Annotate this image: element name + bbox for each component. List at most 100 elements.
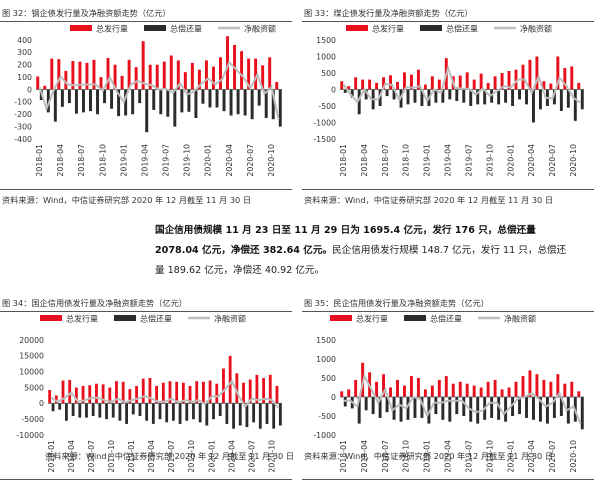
y-tick-label: -300 [14, 122, 32, 131]
bar-repay [125, 403, 128, 424]
x-tick-label: 2019-04 [444, 144, 453, 177]
bar-issue [81, 385, 85, 404]
y-tick-label: 500 [321, 69, 336, 78]
bar-issue [542, 81, 546, 90]
bar-repay [532, 89, 535, 123]
bar-issue [43, 85, 47, 90]
x-tick-label: 2020-07 [548, 440, 557, 473]
bar-issue [228, 355, 232, 404]
chart-steel-bond: 总发行量 总偿还量 净融资额 400 300 200 100 0 -100 -200 -300 -40… [14, 24, 282, 177]
bar-repay [559, 397, 563, 416]
x-tick-label: 2019-01 [119, 144, 128, 177]
bar-repay [364, 397, 368, 411]
bar-issue [120, 75, 124, 90]
legend-label: 总发行量 [66, 314, 98, 324]
bar-issue [54, 395, 58, 404]
x-tick-label: 2019-10 [485, 144, 494, 177]
x-tick-label: 2018-01 [339, 144, 348, 177]
bar-repay [103, 89, 107, 104]
bar-issue [268, 374, 272, 404]
x-tick-label: 2019-01 [423, 144, 432, 177]
summary-normal-text: 民企信用债发行规模 148.7 亿元，发行 11 只，总偿还量 189.62 亿… [155, 245, 567, 276]
bar-repay [462, 89, 466, 103]
y-tick-label: 0 [331, 393, 336, 402]
bar-repay [538, 89, 542, 110]
x-tick-label: 2018-07 [381, 440, 390, 473]
x-tick-label: 2020-10 [267, 144, 276, 177]
bar-repay [222, 89, 226, 112]
bar-repay [490, 89, 494, 103]
legend-item: 总偿还量 [144, 24, 202, 34]
bar-issue [141, 41, 145, 90]
bar-issue [242, 382, 245, 404]
bar-repay [46, 89, 50, 113]
y-tick-label: 15000 [19, 352, 44, 361]
bar-repay [118, 403, 122, 421]
bar-issue [514, 381, 518, 397]
bar-issue [368, 79, 372, 90]
bar-issue [188, 385, 192, 404]
bar-repay [78, 403, 82, 418]
legend-item: 总发行量 [346, 24, 404, 34]
bar-repay [469, 89, 473, 106]
x-tick-label: 2018-01 [339, 440, 348, 473]
figure-32: 图 32：钢企债发行量及净融资额走势（亿元） 总发行量 总偿还量 净融资额 400 30… [0, 0, 292, 210]
y-axis: 20000 15000 10000 5000 0 -5000 -10000 [16, 336, 44, 440]
bar-issue [275, 385, 279, 404]
x-axis: 2018-01 2018-04 2018-07 2018-10 2019-01 2019-… [339, 144, 578, 177]
bar-issue [535, 374, 539, 397]
bar-repay [58, 403, 62, 410]
bar-repay [166, 89, 170, 117]
bar-issue [61, 380, 65, 404]
bar-repay [552, 89, 556, 105]
y-tick-label: -400 [14, 135, 32, 144]
bar-repay [278, 89, 282, 127]
legend-label: 总发行量 [356, 314, 388, 324]
bar-issue [507, 71, 511, 90]
bar-repay [105, 403, 108, 420]
y-tick-label: 1000 [316, 355, 336, 364]
legend-swatch [40, 315, 62, 321]
legend-swatch [70, 25, 92, 31]
bar-issue [161, 382, 165, 404]
figure-source: 资料来源：Wind，中信证券研究部 2020 年 12 月截至 11 月 30 … [2, 195, 252, 205]
chart-legend: 总发行量 总偿还量 净融资额 [40, 314, 246, 324]
bar-issue [208, 380, 212, 404]
y-axis: 1500 1000 500 0 -500 -1000 [313, 336, 336, 440]
bar-repay [462, 397, 466, 416]
bar-repay [441, 397, 445, 420]
y-tick-label: -500 [318, 102, 336, 111]
bar-repay [117, 89, 121, 117]
bar-repay [212, 403, 215, 420]
bar-issue [175, 381, 179, 404]
x-tick-label: 2019-10 [183, 144, 192, 177]
x-tick-label: 2018-04 [67, 440, 76, 473]
legend-label: 净融资额 [244, 24, 276, 34]
figure-source: 资料来源：Wind，中信证券研究部 2020 年 12 月截至 11 月 30 … [45, 451, 295, 461]
x-tick-label: 2018-07 [77, 144, 86, 177]
bar-repay [511, 397, 515, 416]
bar-issue [340, 391, 344, 397]
x-tick-label: 2020-10 [569, 144, 578, 177]
bar-repay [538, 397, 542, 422]
bar-issue [549, 83, 553, 90]
bar-repay [406, 89, 410, 105]
bar-issue [403, 385, 406, 397]
bar-repay [441, 89, 445, 103]
x-tick-label: 2020-04 [527, 440, 536, 473]
bar-repay [378, 397, 382, 418]
bar-issue [127, 59, 131, 90]
x-tick-label: 2020-01 [506, 144, 515, 177]
bar-repay [215, 89, 219, 108]
bar-issue [409, 74, 413, 90]
bar-repay [250, 89, 254, 120]
bar-issue [500, 73, 504, 90]
legend-swatch [114, 315, 136, 321]
bar-issue [247, 58, 251, 90]
bar-repay [385, 89, 389, 97]
bar-repay [98, 403, 102, 418]
bar-issue [521, 376, 525, 397]
bar-issue [570, 381, 574, 397]
bar-issue [423, 84, 427, 90]
bar-repay [455, 397, 459, 415]
